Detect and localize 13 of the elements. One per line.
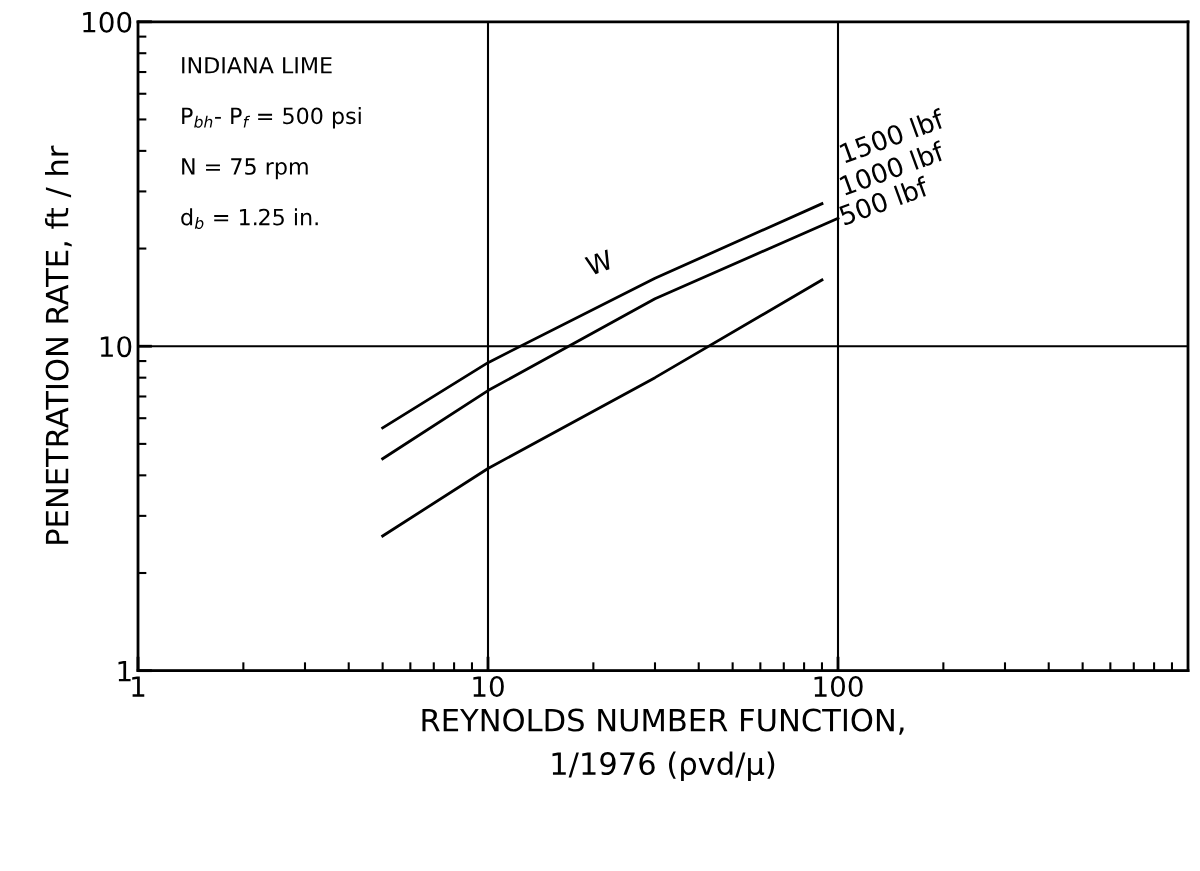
y-tick-label: 100 [83,11,132,33]
y-tick-label: 1 [118,660,131,682]
annotation: N = 75 rpm [182,158,308,180]
annotation: INDIANA LIME [182,57,332,74]
y-axis-title: PENETRATION RATE, ft / hr [44,145,72,544]
x-tick-label: 10 [473,676,504,698]
annotation: P$_{bh}$- P$_{f}$ = 500 psi [182,107,361,129]
y-tick-label: 10 [100,336,132,358]
annotation: W [584,249,614,276]
x-tick-label: 100 [814,676,863,698]
annotation: d$_{b}$ = 1.25 in. [181,208,318,230]
x-tick-label: 1 [132,676,145,697]
x-axis-title: REYNOLDS NUMBER FUNCTION, 1/1976 (ρvd/μ) [422,708,904,782]
